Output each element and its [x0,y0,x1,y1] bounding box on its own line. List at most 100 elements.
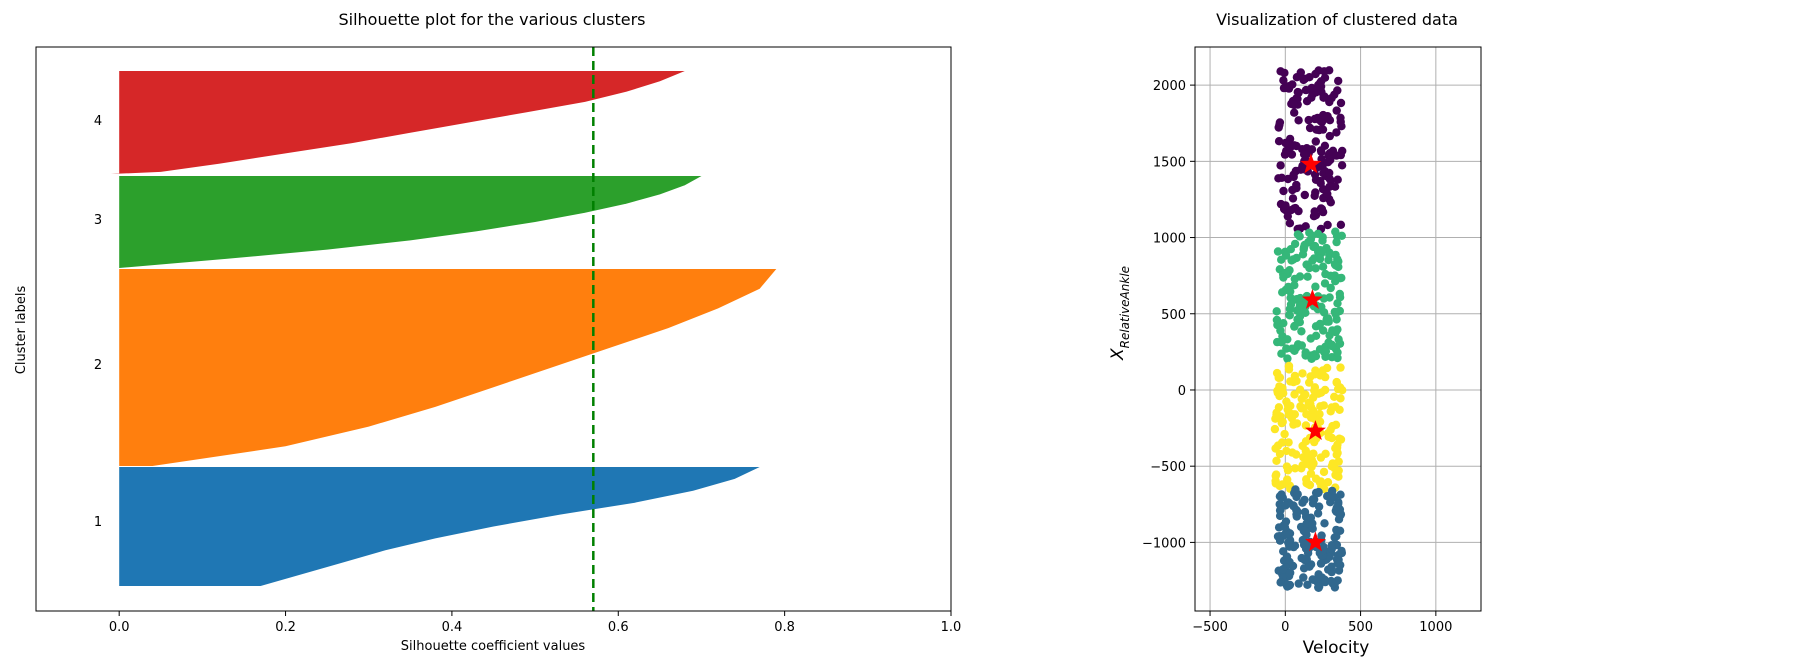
scatter-point [1318,262,1328,271]
scatter-point [1315,478,1325,487]
scatter-point [1323,478,1333,487]
scatter-point [1292,376,1301,386]
silhouette-band-2 [119,269,777,466]
scatter-point [1318,366,1328,375]
scatter-point [1278,288,1287,297]
scatter-point [1333,86,1342,95]
scatter-point [1335,289,1345,299]
scatter-ytick-label: 1000 [1153,232,1186,247]
scatter-point [1317,559,1326,568]
scatter-point [1311,175,1321,184]
scatter-point [1295,318,1305,327]
scatter-point [1308,256,1317,265]
scatter-xtick-label: 1000 [1419,620,1452,635]
scatter-point [1290,464,1300,473]
scatter-point [1336,490,1345,499]
scatter-point [1311,282,1320,291]
scatter-point [1307,231,1317,240]
scatter-point [1284,538,1293,547]
scatter-point [1330,260,1340,269]
scatter-point [1307,145,1317,154]
scatter-point [1320,279,1330,288]
scatter-point [1337,273,1346,283]
scatter-point [1332,151,1341,160]
scatter-point [1331,420,1341,429]
scatter-point [1323,492,1332,501]
scatter-point [1277,490,1286,499]
scatter-point [1327,541,1337,550]
scatter-ytick-label: 500 [1161,308,1186,323]
scatter-point [1280,68,1289,78]
scatter-ytick-label: −500 [1150,460,1186,475]
scatter-point [1285,568,1295,578]
silhouette-band-1 [119,467,760,586]
scatter-point [1299,573,1308,582]
scatter-point [1278,438,1287,447]
scatter-point [1303,580,1312,589]
scatter-point [1323,220,1332,230]
scatter-point [1314,488,1323,498]
scatter-point [1333,325,1342,334]
scatter-point [1292,183,1301,193]
scatter-point [1315,125,1324,135]
scatter-point [1298,369,1307,378]
scatter-point [1338,146,1347,156]
scatter-point [1280,429,1289,439]
scatter-point [1315,254,1325,264]
scatter-point [1284,438,1293,447]
scatter-point [1309,449,1318,458]
scatter-point [1335,405,1344,414]
scatter-point [1289,255,1298,264]
scatter-point [1272,315,1282,325]
silhouette-plot-frame [35,46,952,612]
scatter-point [1335,339,1345,348]
scatter-point [1290,281,1299,290]
scatter-point [1323,158,1333,167]
scatter-point [1300,507,1310,517]
scatter-point [1310,370,1320,379]
scatter-point [1282,580,1291,590]
scatter-point [1277,338,1286,347]
scatter-point [1334,466,1343,475]
scatter-point [1320,519,1329,528]
scatter-point [1311,137,1321,146]
scatter-point [1328,459,1338,468]
scatter-point [1320,92,1329,101]
scatter-point [1331,250,1340,260]
scatter-point [1272,307,1281,316]
scatter-point [1326,198,1336,207]
scatter-point [1281,138,1290,148]
scatter-point [1273,388,1283,397]
scatter-point [1293,340,1303,349]
scatter-point [1300,190,1310,200]
scatter-point [1305,123,1315,133]
scatter-point [1319,308,1329,317]
scatter-point [1333,175,1342,184]
scatter-point [1305,378,1314,387]
scatter-point [1306,513,1316,522]
scatter-point [1290,108,1299,117]
scatter-point [1327,562,1336,571]
scatter-point [1295,385,1305,394]
silhouette-xtick-label: 0.8 [774,620,795,635]
scatter-point [1272,456,1281,465]
scatter-point [1292,141,1301,151]
scatter-point [1307,93,1316,102]
scatter-xtick-label: 0 [1281,620,1289,635]
scatter-point [1332,106,1341,115]
scatter-point [1327,340,1337,349]
scatter-point [1285,219,1295,228]
scatter-point [1325,552,1334,561]
scatter-point [1283,405,1292,414]
scatter-point [1293,230,1303,239]
scatter-point [1275,382,1284,391]
scatter-point [1272,470,1281,479]
scatter-point [1332,237,1341,247]
scatter-point [1333,348,1342,357]
silhouette-xlabel: Silhouette coefficient values [401,639,586,654]
scatter-point [1320,67,1329,76]
scatter-point [1283,212,1293,221]
scatter-point [1326,407,1335,416]
scatter-point [1278,565,1288,574]
scatter-point [1280,523,1290,532]
